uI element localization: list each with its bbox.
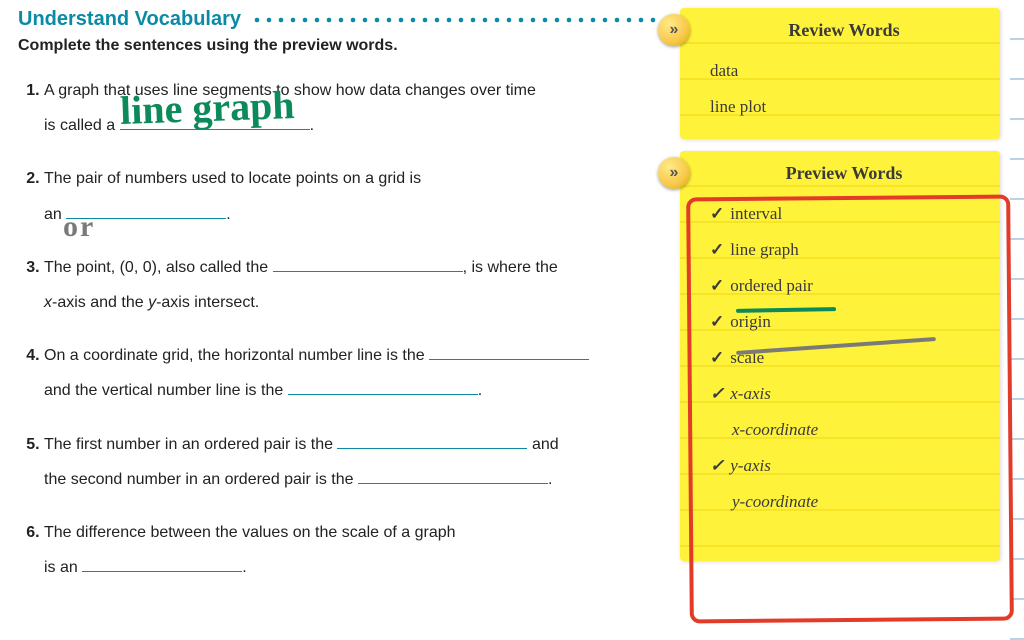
q4-blank-2[interactable] <box>288 378 478 396</box>
preview-word: interval <box>710 196 978 232</box>
q1-blank[interactable] <box>120 113 310 131</box>
q6-blank[interactable] <box>82 554 242 572</box>
question-list: A graph that uses line segments to show … <box>18 73 660 585</box>
section-heading: Understand Vocabulary <box>18 8 241 31</box>
q5-blank-2[interactable] <box>358 466 548 484</box>
q3-text-b: , is where the <box>463 259 558 276</box>
question-4: On a coordinate grid, the horizontal num… <box>44 338 660 408</box>
q4-blank-1[interactable] <box>429 343 589 361</box>
right-column: » Review Words data line plot » Preview … <box>680 0 1024 640</box>
preview-word: origin <box>710 304 978 340</box>
review-word: data <box>710 53 978 89</box>
preview-word: scale <box>710 340 978 376</box>
preview-word: x-coordinate <box>710 412 978 448</box>
q5-text-c: the second number in an ordered pair is … <box>44 471 354 488</box>
review-words-note: » Review Words data line plot <box>680 8 1000 139</box>
question-5: The first number in an ordered pair is t… <box>44 427 660 497</box>
preview-word: x-axis <box>710 376 978 412</box>
q4-text-a: On a coordinate grid, the horizontal num… <box>44 347 425 364</box>
q2-blank[interactable] <box>66 201 226 219</box>
q3-text-a: The point, (0, 0), also called the <box>44 259 268 276</box>
q5-text-a: The first number in an ordered pair is t… <box>44 436 333 453</box>
question-3: The point, (0, 0), also called the , is … <box>44 250 660 320</box>
preview-title: Preview Words <box>710 163 978 184</box>
q3-text-mid: -axis and the <box>52 294 148 311</box>
heading-row: Understand Vocabulary <box>18 8 660 31</box>
q6-text-b: is an <box>44 559 78 576</box>
review-word: line plot <box>710 89 978 125</box>
left-column: Understand Vocabulary Complete the sente… <box>0 0 680 640</box>
preview-word: y-axis <box>710 448 978 484</box>
q2-text-a: The pair of numbers used to locate point… <box>44 170 421 187</box>
q1-text-a: A graph that uses line segments to show … <box>44 82 536 99</box>
q5-blank-1[interactable] <box>337 431 527 449</box>
question-6: The difference between the values on the… <box>44 515 660 585</box>
notes-container: » Review Words data line plot » Preview … <box>680 8 1000 561</box>
q1-text-b: is called a <box>44 117 115 134</box>
q2-text-b: an <box>44 206 62 223</box>
notebook-rule-lines <box>1010 0 1024 640</box>
pushpin-icon: » <box>658 157 690 189</box>
q3-text-end: -axis intersect. <box>156 294 259 311</box>
q3-x-italic: x <box>44 294 52 311</box>
review-title: Review Words <box>710 20 978 41</box>
pushpin-icon: » <box>658 14 690 46</box>
q4-text-b: and the vertical number line is the <box>44 382 283 399</box>
preview-word: ordered pair <box>710 268 978 304</box>
question-2: The pair of numbers used to locate point… <box>44 161 660 231</box>
preview-words-note: » Preview Words interval line graph orde… <box>680 151 1000 561</box>
instruction-text: Complete the sentences using the preview… <box>18 37 660 55</box>
preview-word: y-coordinate <box>710 484 978 520</box>
q3-y-italic: y <box>148 294 156 311</box>
q5-text-b: and <box>532 436 559 453</box>
preview-word: line graph <box>710 232 978 268</box>
dotted-rule <box>251 17 660 23</box>
worksheet-page: Understand Vocabulary Complete the sente… <box>0 0 1024 640</box>
question-1: A graph that uses line segments to show … <box>44 73 660 143</box>
q6-text-a: The difference between the values on the… <box>44 524 456 541</box>
q3-blank[interactable] <box>273 254 463 272</box>
